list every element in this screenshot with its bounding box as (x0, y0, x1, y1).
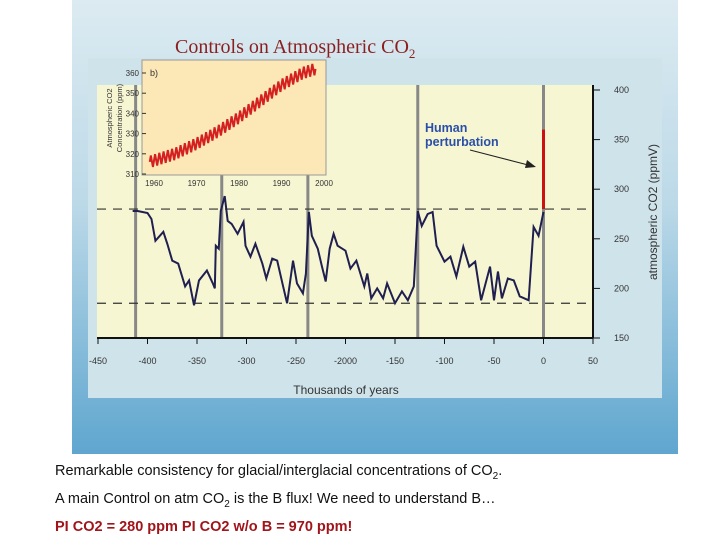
x-tick-label: -2000 (334, 356, 357, 366)
caption: Remarkable consistency for glacial/inter… (55, 460, 502, 539)
inset-x-tick-label: 1970 (188, 179, 206, 188)
inset-y-tick-label: 340 (126, 109, 140, 118)
slide-title: Controls on Atmospheric CO2 (175, 36, 416, 61)
y-tick-label: 400 (614, 85, 629, 95)
x-tick-label: 0 (541, 356, 546, 366)
annotation-line-2: perturbation (425, 135, 499, 149)
y-tick-label: 150 (614, 333, 629, 343)
inset-co2-series-line (148, 63, 317, 168)
arrow-head-icon (525, 160, 536, 168)
y-tick-label: 350 (614, 135, 629, 145)
inset-x-tick-label: 1990 (273, 179, 291, 188)
y-tick-label: 200 (614, 283, 629, 293)
x-tick-label: -150 (386, 356, 404, 366)
x-tick-label: -100 (435, 356, 453, 366)
annotation-line-1: Human (425, 121, 467, 135)
inset-panel-label: b) (150, 68, 158, 78)
inset-x-tick-label: 1960 (145, 179, 163, 188)
inset-y-tick-label: 310 (126, 170, 140, 179)
y-tick-label: 250 (614, 234, 629, 244)
inset-y-tick-label: 320 (126, 150, 140, 159)
inset-y-label-2: Concentration (ppm) (115, 83, 124, 152)
inset-y-tick-label: 330 (126, 130, 140, 139)
x-tick-label: -50 (487, 356, 500, 366)
x-tick-label: -450 (89, 356, 107, 366)
caption-line-2: A main Control on atm CO2 is the B flux!… (55, 490, 496, 510)
x-tick-label: -350 (188, 356, 206, 366)
inset-y-label-1: Atmospheric CO2 (105, 88, 114, 147)
annotation-arrow (469, 149, 533, 167)
caption-line-1: Remarkable consistency for glacial/inter… (55, 463, 503, 482)
co2-chart: -450 -400 -350 -300 -250 -2000 -150 -100 -50 0 50 1… (88, 58, 662, 398)
x-tick-label: -250 (287, 356, 305, 366)
caption-line-3: PI CO2 = 280 ppm PI CO2 w/o B = 970 ppm! (55, 518, 353, 535)
y-tick-label: 300 (614, 184, 629, 194)
x-tick-label: -400 (138, 356, 156, 366)
x-tick-label: -300 (237, 356, 255, 366)
inset-y-tick-label: 360 (126, 69, 140, 78)
inset-y-tick-label: 350 (126, 89, 140, 98)
x-tick-label: 50 (588, 356, 598, 366)
co2-series-line (132, 195, 545, 306)
inset-x-tick-label: 1980 (230, 179, 248, 188)
y-axis-label: atmospheric CO2 (ppmV) (646, 144, 660, 280)
x-axis-label: Thousands of years (293, 383, 398, 397)
inset-x-tick-label: 2000 (315, 179, 333, 188)
